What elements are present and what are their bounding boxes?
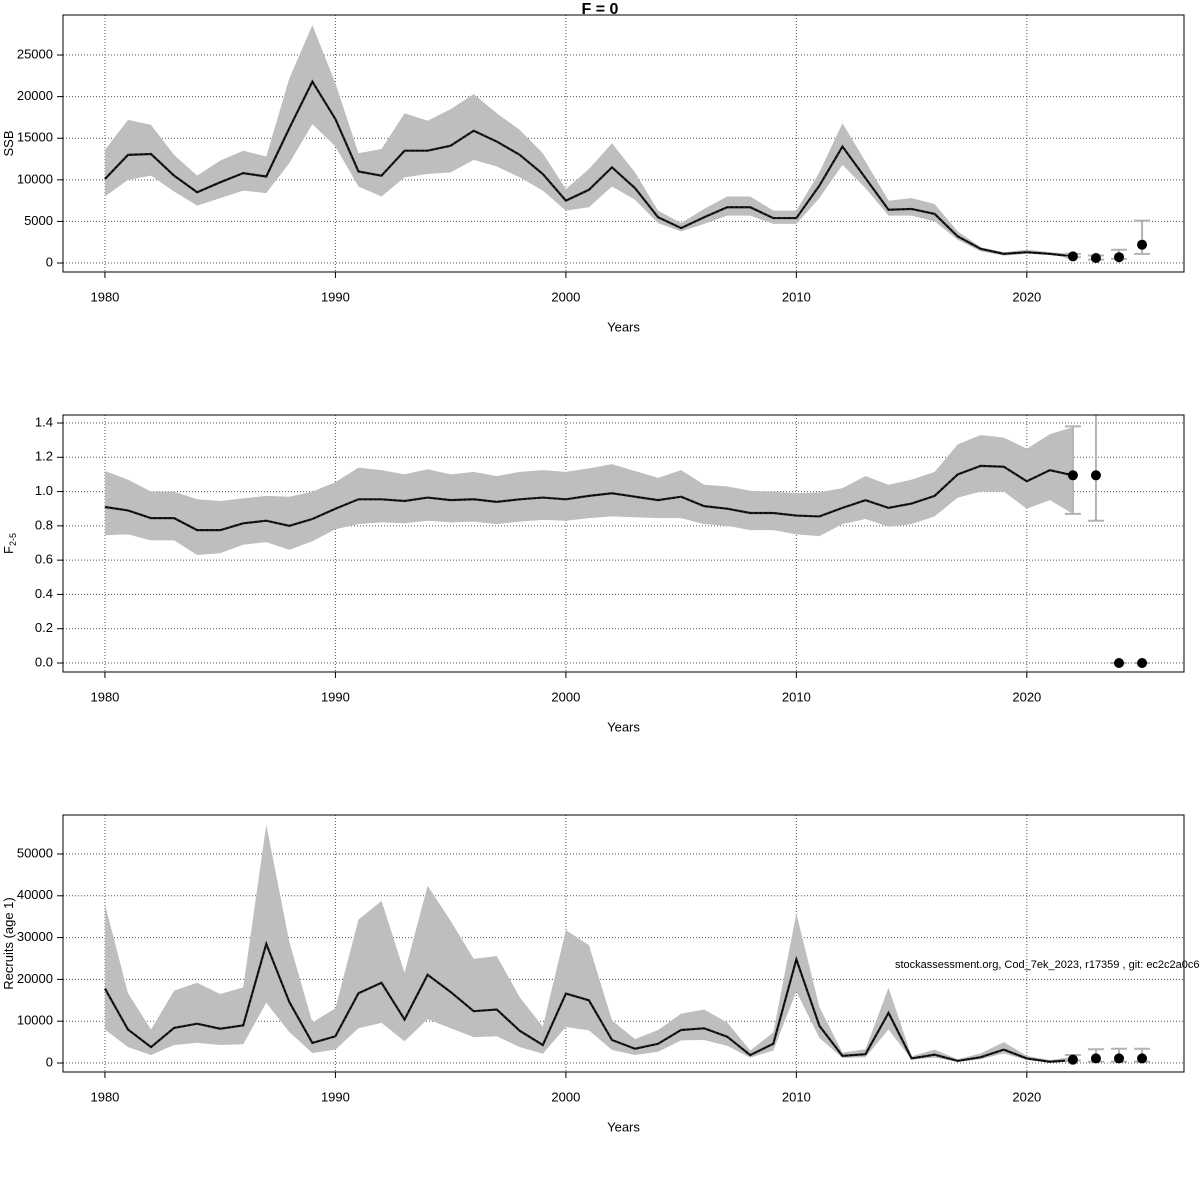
x-tick-label: 2000 [551, 289, 580, 304]
forecast-point [1114, 658, 1125, 669]
y-axis-label: SSB [1, 130, 16, 156]
plot-frame [62, 14, 1185, 273]
x-tick-label: 1980 [90, 289, 119, 304]
x-tick-label: 2020 [1012, 689, 1041, 704]
forecast-point [1137, 658, 1148, 669]
x-axis-label: Years [607, 1119, 640, 1134]
forecast-point [1090, 1053, 1101, 1064]
x-tick-label: 2000 [551, 689, 580, 704]
x-tick-label: 2010 [782, 1089, 811, 1104]
y-tick-label: 20000 [17, 88, 53, 103]
x-tick-label: 1990 [321, 1089, 350, 1104]
confidence-band [104, 824, 1073, 1063]
forecast-point [1114, 1053, 1125, 1064]
x-tick-label: 1990 [321, 689, 350, 704]
data-layer [103, 824, 1151, 1065]
panel: 1980 1990 2000 2010 2020 0 10000 20000 30000 4000… [1, 814, 1200, 1134]
forecast-point [1067, 251, 1078, 262]
y-axis-label: F2-5 [1, 533, 18, 554]
y-tick-label: 10000 [17, 1013, 53, 1028]
estimate-line-dash [104, 942, 1073, 1063]
x-tick-label: 1990 [321, 289, 350, 304]
x-axis-label: Years [607, 319, 640, 334]
y-tick-label: 0.2 [35, 620, 53, 635]
x-tick-label: 2010 [782, 289, 811, 304]
y-tick-label: 1.2 [35, 449, 53, 464]
x-tick-label: 2020 [1012, 1089, 1041, 1104]
y-tick-label: 0.6 [35, 552, 53, 567]
plot-frame [62, 414, 1185, 673]
estimate-line-dash [104, 465, 1074, 531]
data-layer [104, 415, 1151, 669]
plot-frame [62, 814, 1185, 1073]
x-tick-label: 2020 [1012, 289, 1041, 304]
y-axis-label-subscript: 2-5 [8, 533, 18, 546]
forecast-point [1067, 470, 1078, 481]
y-tick-label: 5000 [24, 213, 53, 228]
y-tick-label: 20000 [17, 971, 53, 986]
y-tick-label: 50000 [17, 845, 53, 860]
data-layer [104, 25, 1151, 264]
forecast-point [1090, 470, 1101, 481]
y-tick-label: 0.8 [35, 517, 53, 532]
chart-title: F = 0 [582, 1, 619, 18]
y-tick-label: 10000 [17, 171, 53, 186]
y-axis-label-text: F [1, 546, 16, 554]
y-tick-label: 1.4 [35, 414, 53, 429]
y-axis-label-text: SSB [1, 130, 16, 156]
y-tick-label: 30000 [17, 929, 53, 944]
panel: 1980 1990 2000 2010 2020 0.0 0.2 0.4 0.6 0.8 1.0 1.… [1, 414, 1185, 734]
y-axis-label: Recruits (age 1) [1, 897, 16, 989]
forecast-point [1137, 1053, 1148, 1064]
confidence-band [104, 427, 1073, 556]
forecast-point [1090, 253, 1101, 264]
forecast-point [1067, 1054, 1078, 1065]
x-tick-label: 2010 [782, 689, 811, 704]
x-tick-label: 1980 [90, 689, 119, 704]
y-tick-label: 40000 [17, 887, 53, 902]
y-tick-label: 0.4 [35, 586, 53, 601]
confidence-band [104, 25, 1073, 258]
forecast-point [1114, 252, 1125, 263]
y-tick-label: 0.0 [35, 654, 53, 669]
y-tick-label: 0 [46, 1054, 53, 1069]
x-tick-label: 1980 [90, 1089, 119, 1104]
annotation: stockassessment.org, Cod_7ek_2023, r1735… [895, 959, 1200, 971]
y-tick-label: 1.0 [35, 483, 53, 498]
estimate-line-dash [104, 80, 1073, 257]
x-axis-label: Years [607, 719, 640, 734]
panel: 1980 1990 2000 2010 2020 0 5000 10000 15000 20000… [1, 1, 1185, 334]
x-tick-label: 2000 [551, 1089, 580, 1104]
y-axis-label-text: Recruits (age 1) [1, 897, 16, 989]
y-tick-label: 15000 [17, 130, 53, 145]
y-tick-label: 0 [46, 254, 53, 269]
forecast-point [1137, 239, 1148, 250]
y-tick-label: 25000 [17, 46, 53, 61]
